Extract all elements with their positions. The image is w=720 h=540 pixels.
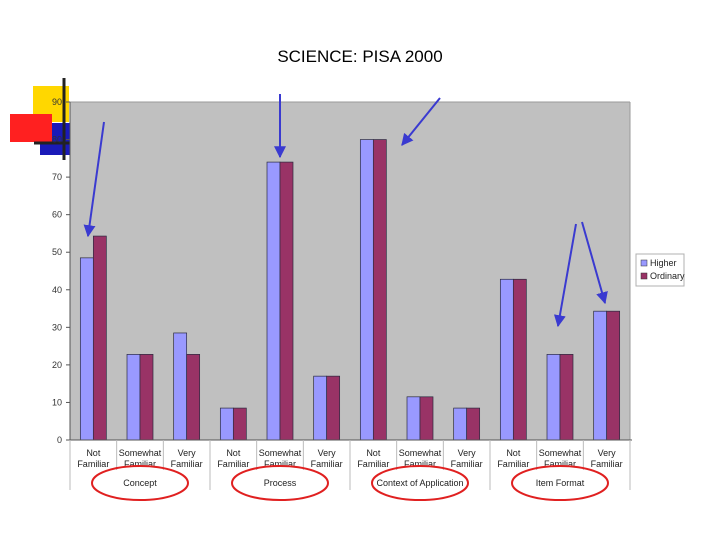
x-category-label-line2: Familiar <box>77 459 109 469</box>
bar-higher-7 <box>406 396 421 441</box>
bar-ordinary-4 <box>279 161 294 441</box>
x-category-label-line1: Not <box>366 448 381 458</box>
bar-higher-9 <box>499 278 514 441</box>
y-axis: 0 10 20 30 40 50 60 70 80 90 <box>52 97 70 445</box>
x-category-label-line2: Familiar <box>124 459 156 469</box>
bar-higher-5 <box>313 375 328 441</box>
x-category-label-line1: Not <box>226 448 241 458</box>
legend-swatch-ordinary <box>640 272 648 280</box>
bar-higher-3 <box>219 407 234 441</box>
arrow-item-format-very <box>581 221 608 305</box>
y-tick-label: 50 <box>52 247 62 257</box>
x-category-label-line1: Very <box>178 448 197 458</box>
bar-ordinary-10 <box>559 354 574 441</box>
y-tick-label: 70 <box>52 172 62 182</box>
x-category-label-line1: Not <box>506 448 521 458</box>
chart-title: SCIENCE: PISA 2000 <box>277 47 443 66</box>
x-category-label-line2: Familiar <box>591 459 623 469</box>
bar-higher-2 <box>173 332 188 441</box>
x-category-label-line2: Familiar <box>404 459 436 469</box>
x-category-label-line1: Not <box>86 448 101 458</box>
bar-higher-0 <box>79 257 94 441</box>
red-square-decoration <box>10 114 52 142</box>
group-highlight-oval <box>371 465 469 501</box>
x-category-label-line2: Familiar <box>264 459 296 469</box>
x-category-label-line1: Very <box>318 448 337 458</box>
bar-higher-11 <box>593 310 608 441</box>
bar-ordinary-1 <box>139 354 154 441</box>
bar-ordinary-5 <box>326 375 341 441</box>
x-category-label-line2: Familiar <box>357 459 389 469</box>
x-axis-categories: NotFamiliarSomewhatFamiliarVeryFamiliarN… <box>77 440 631 470</box>
x-group-label: Process <box>264 478 297 488</box>
legend-swatch-higher <box>640 259 648 267</box>
x-group-label: Context of Application <box>376 478 463 488</box>
x-category-label-line2: Familiar <box>171 459 203 469</box>
arrow-item-format-somewhat <box>553 223 577 328</box>
bar-ordinary-8 <box>466 407 481 441</box>
legend: Higher Ordinary <box>635 253 685 287</box>
bar-ordinary-6 <box>372 139 387 441</box>
x-category-label-line2: Familiar <box>217 459 249 469</box>
group-highlight-oval <box>91 465 189 501</box>
x-category-label-line1: Somewhat <box>259 448 302 458</box>
y-tick-label: 80 <box>52 135 62 145</box>
x-category-label-line1: Somewhat <box>399 448 442 458</box>
bar-ordinary-9 <box>512 278 527 441</box>
y-tick-label: 60 <box>52 210 62 220</box>
x-category-label-line2: Familiar <box>497 459 529 469</box>
bar-higher-8 <box>453 407 468 441</box>
bar-ordinary-2 <box>186 354 201 441</box>
x-group-label: Concept <box>123 478 157 488</box>
y-tick-label: 30 <box>52 322 62 332</box>
legend-box <box>635 253 685 287</box>
arrow-context <box>401 97 441 146</box>
legend-label-ordinary: Ordinary <box>650 271 685 281</box>
bar-ordinary-3 <box>232 407 247 441</box>
bar-ordinary-0 <box>92 235 107 441</box>
x-category-label-line1: Somewhat <box>119 448 162 458</box>
group-highlight-oval <box>511 465 609 501</box>
x-category-label-line1: Very <box>458 448 477 458</box>
x-category-label-line2: Familiar <box>544 459 576 469</box>
bar-higher-4 <box>266 161 281 441</box>
group-highlight-oval <box>231 465 329 501</box>
x-category-label-line2: Familiar <box>451 459 483 469</box>
bar-higher-1 <box>126 354 141 441</box>
bars <box>79 139 621 441</box>
x-category-label-line1: Very <box>598 448 617 458</box>
y-tick-label: 90 <box>52 97 62 107</box>
legend-label-higher: Higher <box>650 258 677 268</box>
bar-ordinary-7 <box>419 396 434 441</box>
bar-higher-6 <box>359 139 374 441</box>
x-category-label-line2: Familiar <box>311 459 343 469</box>
slide-decoration <box>10 78 72 160</box>
annotation-arrows <box>83 94 608 328</box>
x-axis-groups: Concept Process Context of Application Item… <box>69 440 631 501</box>
plot-area <box>70 102 630 440</box>
y-tick-label: 20 <box>52 360 62 370</box>
y-tick-label: 0 <box>57 435 62 445</box>
arrow-concept <box>83 121 105 238</box>
y-tick-label: 40 <box>52 285 62 295</box>
bar-higher-10 <box>546 354 561 441</box>
x-category-label-line1: Somewhat <box>539 448 582 458</box>
y-tick-label: 10 <box>52 397 62 407</box>
bar-ordinary-11 <box>606 310 621 441</box>
x-group-label: Item Format <box>536 478 585 488</box>
